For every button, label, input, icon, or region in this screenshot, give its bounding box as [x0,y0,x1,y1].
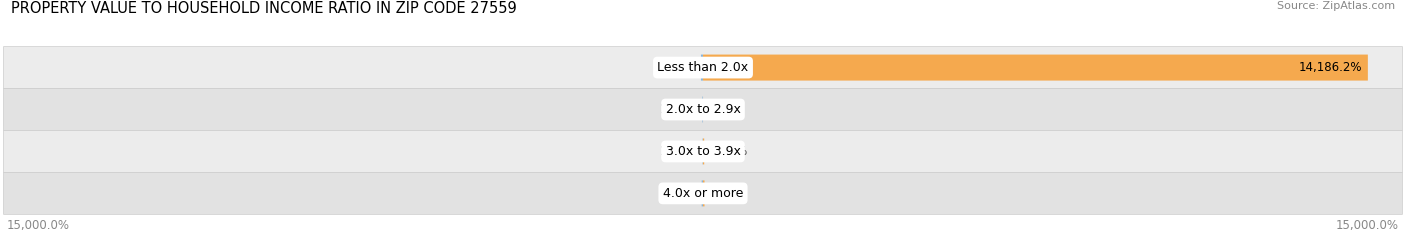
Text: 32.6%: 32.6% [710,187,748,200]
Text: 15,000.0%: 15,000.0% [7,219,70,232]
Text: Source: ZipAtlas.com: Source: ZipAtlas.com [1277,1,1395,11]
Text: 15,000.0%: 15,000.0% [1336,219,1399,232]
Text: 44.3%: 44.3% [658,61,696,74]
Text: 3.0x to 3.9x: 3.0x to 3.9x [665,145,741,158]
FancyBboxPatch shape [703,55,1368,81]
FancyBboxPatch shape [3,172,1403,214]
Text: 4.0x or more: 4.0x or more [662,187,744,200]
Text: 10.2%: 10.2% [659,145,697,158]
Text: PROPERTY VALUE TO HOUSEHOLD INCOME RATIO IN ZIP CODE 27559: PROPERTY VALUE TO HOUSEHOLD INCOME RATIO… [11,1,517,16]
FancyBboxPatch shape [702,55,703,81]
Text: 14,186.2%: 14,186.2% [1299,61,1362,74]
Text: Less than 2.0x: Less than 2.0x [658,61,748,74]
FancyBboxPatch shape [3,89,1403,130]
Text: 26.0%: 26.0% [710,145,747,158]
Text: 28.5%: 28.5% [659,187,696,200]
Text: 1.3%: 1.3% [709,103,738,116]
FancyBboxPatch shape [3,130,1403,172]
FancyBboxPatch shape [3,47,1403,89]
Text: 2.0x to 2.9x: 2.0x to 2.9x [665,103,741,116]
Text: 12.7%: 12.7% [659,103,697,116]
FancyBboxPatch shape [703,180,704,206]
